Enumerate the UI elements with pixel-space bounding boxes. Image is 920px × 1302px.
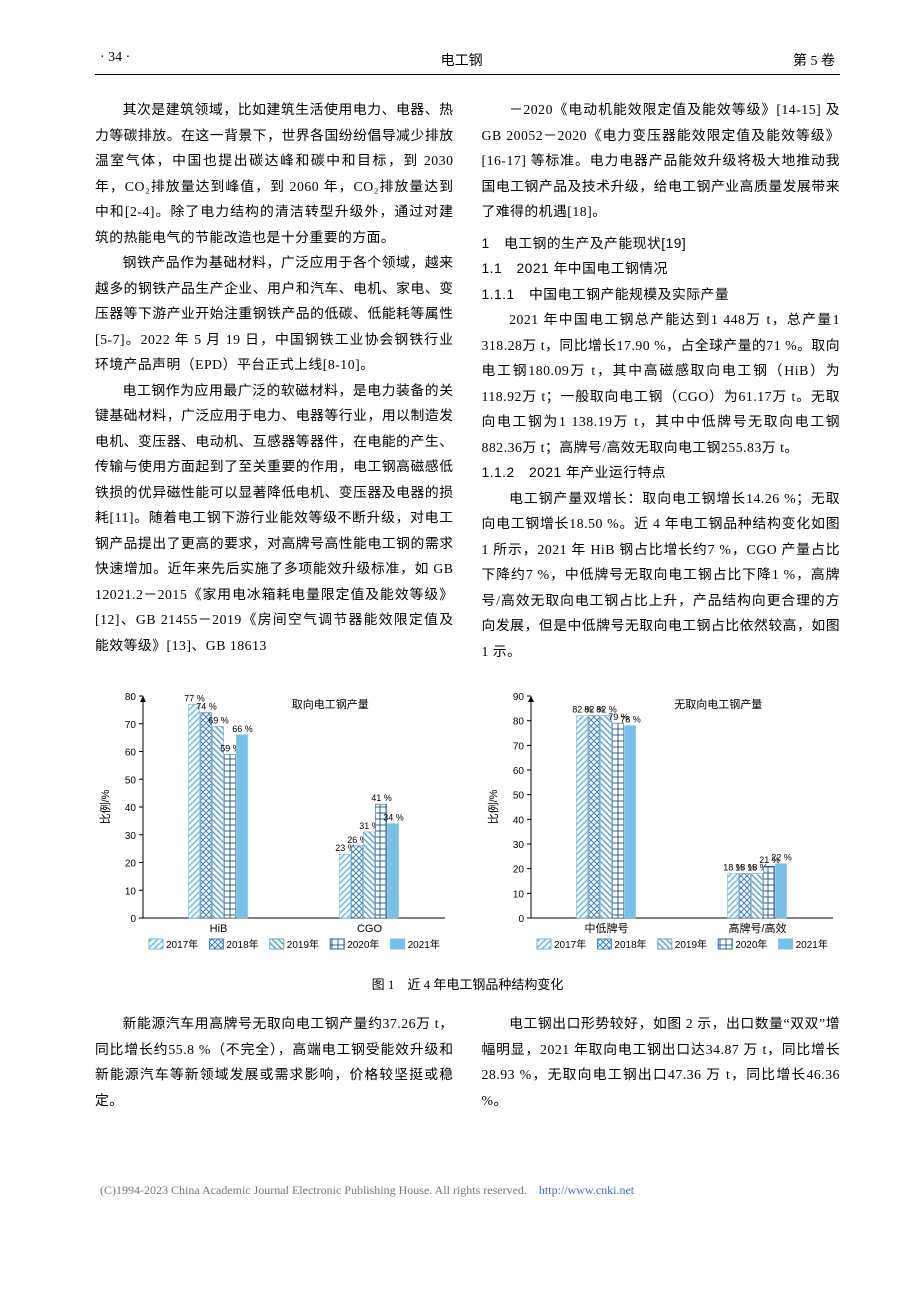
svg-text:2017年: 2017年: [554, 938, 586, 951]
svg-text:80: 80: [125, 692, 137, 703]
svg-text:HiB: HiB: [210, 923, 228, 935]
svg-text:90: 90: [512, 692, 524, 703]
para: 2021 年中国电工钢总产能达到1 448万 t，总产量1 318.28万 t，…: [482, 307, 841, 460]
svg-text:无取向电工钢产量: 无取向电工钢产量: [674, 697, 762, 711]
svg-text:30: 30: [512, 840, 524, 851]
para: 新能源汽车用高牌号无取向电工钢产量约37.26万 t，同比增长约55.8 %（不…: [95, 1011, 454, 1113]
svg-text:30: 30: [125, 831, 137, 842]
svg-text:2021年: 2021年: [795, 938, 827, 951]
page-footer: (C)1994-2023 China Academic Journal Elec…: [95, 1183, 840, 1198]
svg-text:CGO: CGO: [357, 923, 383, 935]
svg-text:20: 20: [125, 859, 137, 870]
volume-label: 第 5 卷: [793, 50, 835, 70]
page-header: · 34 · 电工钢 第 5 卷: [95, 50, 840, 75]
svg-text:80: 80: [512, 717, 524, 728]
section-heading-1-1-2: 1.1.2 2021 年产业运行特点: [482, 460, 841, 486]
svg-text:70: 70: [125, 720, 137, 731]
section-heading-1: 1 电工钢的生产及产能现状[19]: [482, 231, 841, 257]
svg-text:50: 50: [512, 791, 524, 802]
para: 电工钢产量双增长：取向电工钢增长14.26 %；无取向电工钢增长18.50 %。…: [482, 486, 841, 665]
svg-text:74 %: 74 %: [196, 702, 217, 712]
bottom-right-column: 电工钢出口形势较好，如图 2 示，出口数量“双双”增幅明显，2021 年取向电工…: [482, 1011, 841, 1113]
svg-text:取向电工钢产量: 取向电工钢产量: [292, 697, 369, 711]
svg-text:0: 0: [130, 914, 136, 925]
para: 电工钢出口形势较好，如图 2 示，出口数量“双双”增幅明显，2021 年取向电工…: [482, 1011, 841, 1113]
svg-text:60: 60: [512, 766, 524, 777]
svg-text:66 %: 66 %: [232, 724, 253, 734]
svg-text:2018年: 2018年: [226, 938, 258, 951]
svg-text:69 %: 69 %: [208, 716, 229, 726]
page: · 34 · 电工钢 第 5 卷 其次是建筑领域，比如建筑生活使用电力、电器、热…: [0, 0, 920, 1228]
svg-text:70: 70: [512, 742, 524, 753]
page-number: · 34 ·: [100, 50, 130, 70]
svg-text:40: 40: [512, 816, 524, 827]
svg-text:41 %: 41 %: [371, 794, 392, 804]
bottom-columns: 新能源汽车用高牌号无取向电工钢产量约37.26万 t，同比增长约55.8 %（不…: [95, 1011, 840, 1113]
svg-text:34 %: 34 %: [383, 813, 404, 823]
svg-text:22 %: 22 %: [771, 853, 792, 863]
para: 电工钢作为应用最广泛的软磁材料，是电力装备的关键基础材料，广泛应用于电力、电器等…: [95, 378, 454, 659]
svg-text:2020年: 2020年: [347, 938, 379, 951]
copyright-text: (C)1994-2023 China Academic Journal Elec…: [100, 1183, 527, 1197]
svg-text:比例/%: 比例/%: [486, 790, 500, 825]
svg-text:20: 20: [512, 865, 524, 876]
figure-1-row: 01020304050607080比例/%取向电工钢产量77 %74 %69 %…: [95, 678, 840, 968]
svg-text:78 %: 78 %: [620, 715, 641, 725]
right-column: －2020《电动机能效限定值及能效等级》[14-15] 及 GB 20052－2…: [482, 97, 841, 664]
svg-text:2019年: 2019年: [674, 938, 706, 951]
svg-text:2018年: 2018年: [614, 938, 646, 951]
svg-text:高牌号/高效: 高牌号/高效: [728, 921, 786, 935]
svg-text:比例/%: 比例/%: [98, 790, 112, 825]
svg-text:10: 10: [125, 887, 137, 898]
svg-text:10: 10: [512, 890, 524, 901]
body-columns: 其次是建筑领域，比如建筑生活使用电力、电器、热力等碳排放。在这一背景下，世界各国…: [95, 97, 840, 664]
svg-text:40: 40: [125, 803, 137, 814]
section-heading-1-1: 1.1 2021 年中国电工钢情况: [482, 256, 841, 282]
cnki-link[interactable]: http://www.cnki.net: [539, 1183, 634, 1197]
svg-text:2017年: 2017年: [166, 938, 198, 951]
svg-text:中低牌号: 中低牌号: [584, 921, 628, 935]
svg-text:2020年: 2020年: [735, 938, 767, 951]
para: 钢铁产品作为基础材料，广泛应用于各个领域，越来越多的钢铁产品生产企业、用户和汽车…: [95, 250, 454, 378]
svg-text:2021年: 2021年: [408, 938, 440, 951]
bottom-left-column: 新能源汽车用高牌号无取向电工钢产量约37.26万 t，同比增长约55.8 %（不…: [95, 1011, 454, 1113]
para: 其次是建筑领域，比如建筑生活使用电力、电器、热力等碳排放。在这一背景下，世界各国…: [95, 97, 454, 250]
section-heading-1-1-1: 1.1.1 中国电工钢产能规模及实际产量: [482, 282, 841, 308]
svg-text:0: 0: [518, 914, 524, 925]
svg-text:60: 60: [125, 748, 137, 759]
svg-text:50: 50: [125, 776, 137, 787]
left-column: 其次是建筑领域，比如建筑生活使用电力、电器、热力等碳排放。在这一背景下，世界各国…: [95, 97, 454, 664]
chart-oriented-steel: 01020304050607080比例/%取向电工钢产量77 %74 %69 %…: [95, 678, 453, 968]
figure-1-caption: 图 1 近 4 年电工钢品种结构变化: [95, 974, 840, 993]
svg-text:2019年: 2019年: [287, 938, 319, 951]
journal-title: 电工钢: [441, 50, 483, 70]
chart-non-oriented-steel: 0102030405060708090比例/%无取向电工钢产量82 %82 %8…: [483, 678, 841, 968]
para: －2020《电动机能效限定值及能效等级》[14-15] 及 GB 20052－2…: [482, 97, 841, 225]
